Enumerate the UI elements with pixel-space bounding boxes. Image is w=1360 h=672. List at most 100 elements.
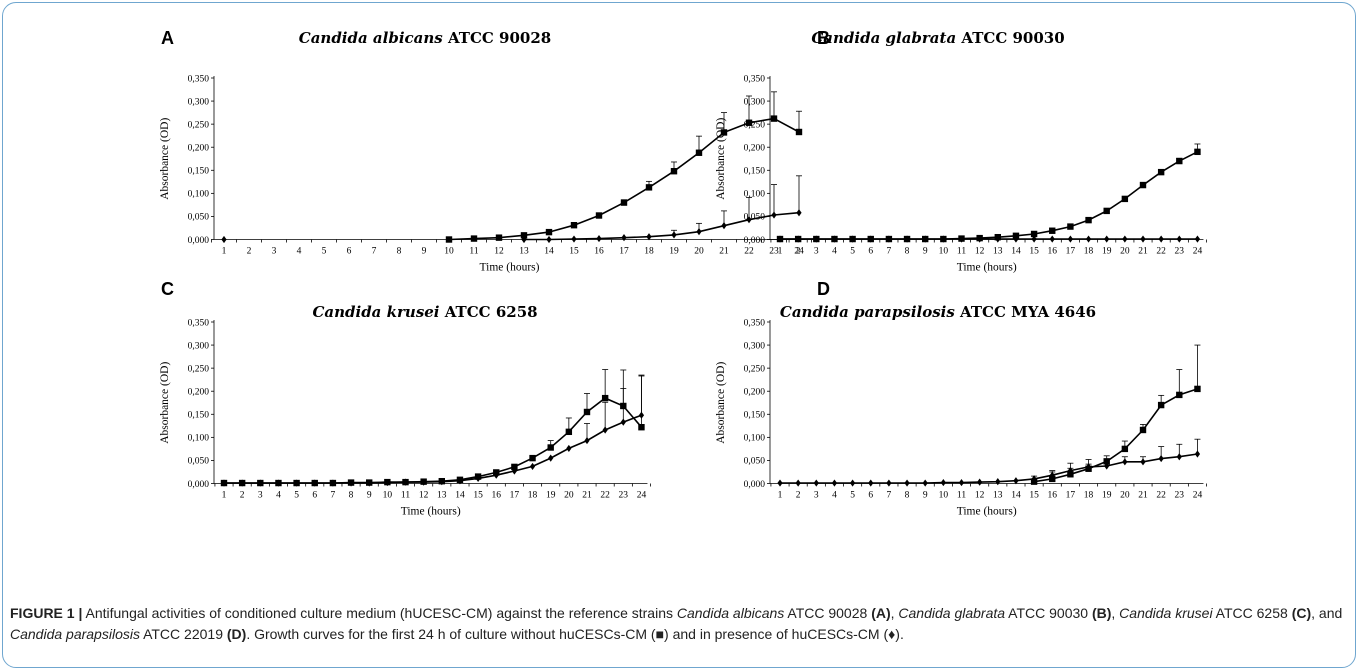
series-square-a: [445, 91, 803, 243]
data-point-diamond: [439, 478, 445, 486]
x-tick-label: 11: [957, 247, 966, 257]
chart-title-strain-b: ATCC 90030: [960, 29, 1064, 47]
x-tick-label: 18: [528, 491, 538, 501]
series-diamond-a: [221, 175, 802, 244]
data-point-diamond: [1158, 454, 1164, 463]
x-tick-label: 13: [993, 247, 1003, 257]
chart-panel-c: C Candida krusei ATCC 6258 0,000 0,050 0,100…: [159, 279, 651, 518]
x-tick-label: 18: [1084, 491, 1094, 501]
x-tick-label: 12: [975, 491, 985, 501]
chart-panel-a: A Candida albicans ATCC 90028 0,000 0,050 0,…: [159, 28, 812, 274]
x-tick-label: 2: [796, 491, 801, 501]
data-point-diamond: [1140, 235, 1146, 243]
data-point-diamond: [620, 418, 626, 426]
data-point-diamond: [850, 235, 856, 243]
x-tick-label: 1: [778, 491, 783, 501]
x-tick-label: 23: [1175, 491, 1185, 501]
data-point-diamond: [1049, 471, 1055, 479]
x-tick-label: 8: [349, 491, 354, 501]
x-tick-label: 20: [694, 247, 704, 257]
x-tick-label: 2: [247, 247, 252, 257]
data-point-square: [1067, 471, 1074, 478]
y-tick-label: 0,200: [744, 388, 766, 398]
x-tick-label: 15: [1029, 247, 1039, 257]
x-tick-label: 10: [444, 247, 454, 257]
data-point-square: [445, 236, 453, 243]
caption-diamond-symbol: ♦: [888, 625, 896, 642]
data-point-diamond: [868, 479, 874, 487]
data-point-diamond: [940, 235, 946, 243]
x-tick-label: 22: [1156, 491, 1166, 501]
x-tick-label: 10: [939, 491, 949, 501]
x-tick-label: 16: [594, 247, 604, 257]
data-point-square: [795, 128, 803, 136]
data-point-diamond: [1104, 462, 1110, 470]
x-tick-label: 19: [1102, 247, 1112, 257]
data-point-diamond: [1176, 453, 1182, 461]
x-tick-label: 24: [1193, 247, 1203, 257]
x-tick-label: 5: [322, 247, 327, 257]
y-tick-label: 0,000: [188, 236, 210, 246]
data-point-square: [1176, 391, 1183, 399]
caption-sep-2: ,: [1111, 605, 1120, 621]
caption-text-3: ) and in presence of huCESCs-CM (: [664, 625, 889, 642]
x-tick-label: 16: [1048, 247, 1058, 257]
data-point-diamond: [511, 467, 517, 475]
data-point-diamond: [348, 479, 354, 487]
y-axis-label-d: Absorbance (OD): [715, 362, 727, 444]
data-point-diamond: [493, 471, 499, 479]
y-tick-label: 0,350: [188, 74, 210, 84]
data-point-square: [1030, 230, 1038, 238]
x-tick-label: 9: [923, 247, 928, 257]
data-point-diamond: [995, 478, 1001, 486]
figure-panels: A Candida albicans ATCC 90028 0,000 0,050 0,…: [159, 28, 1207, 518]
x-tick-label: 6: [868, 491, 873, 501]
data-point-diamond: [868, 235, 874, 243]
x-tick-label: 11: [401, 491, 410, 501]
y-axis-label-c: Absorbance (OD): [159, 362, 171, 444]
chart-title-b: Candida glabrata ATCC 90030: [811, 29, 1064, 47]
x-tick-label: 3: [258, 491, 263, 501]
chart-panel-d: D Candida parapsilosis ATCC MYA 4646 0,000…: [715, 279, 1207, 518]
caption-label-d: (D): [226, 625, 247, 642]
data-point-diamond: [546, 235, 552, 244]
panel-letter-b: B: [817, 28, 830, 48]
y-axis-label-a: Absorbance (OD): [159, 118, 171, 200]
data-point-square: [720, 129, 728, 136]
caption-label-b: (B): [1091, 605, 1112, 621]
x-tick-label: 19: [669, 247, 679, 257]
data-point-diamond: [1176, 235, 1182, 243]
data-point-square: [638, 424, 645, 431]
data-point-diamond: [457, 477, 463, 485]
chart-title-species-d: Candida parapsilosis: [780, 303, 960, 321]
chart-title-strain-d: ATCC MYA 4646: [959, 303, 1096, 321]
data-point-diamond: [977, 478, 983, 486]
data-point-diamond: [421, 478, 427, 486]
x-tick-label: 19: [546, 491, 556, 501]
y-tick-label: 0,050: [744, 457, 766, 467]
x-tick-label: 4: [276, 491, 281, 501]
data-point-diamond: [330, 479, 336, 487]
x-tick-label: 24: [1193, 491, 1203, 501]
data-point-square: [1176, 157, 1183, 165]
x-tick-label: 17: [619, 247, 629, 257]
caption-sep-3: , and: [1311, 605, 1343, 621]
chart-title-species-b: Candida glabrata: [811, 29, 961, 47]
x-tick-label: 22: [1156, 247, 1166, 257]
data-point-diamond: [1085, 235, 1092, 243]
data-point-diamond: [696, 228, 702, 236]
data-point-diamond: [777, 479, 783, 487]
y-tick-label: 0,300: [744, 341, 766, 351]
y-tick-label: 0,100: [744, 434, 766, 444]
caption-strain-1: ATCC 90028: [784, 605, 872, 621]
x-tick-label: 13: [993, 491, 1003, 501]
y-tick-label: 0,250: [188, 120, 210, 130]
data-point-diamond: [831, 235, 838, 243]
x-tick-label: 24: [637, 491, 647, 501]
data-point-diamond: [1122, 235, 1128, 243]
x-tick-label: 17: [510, 491, 520, 501]
data-point-square: [1194, 148, 1201, 156]
y-tick-label: 0,150: [744, 167, 766, 177]
